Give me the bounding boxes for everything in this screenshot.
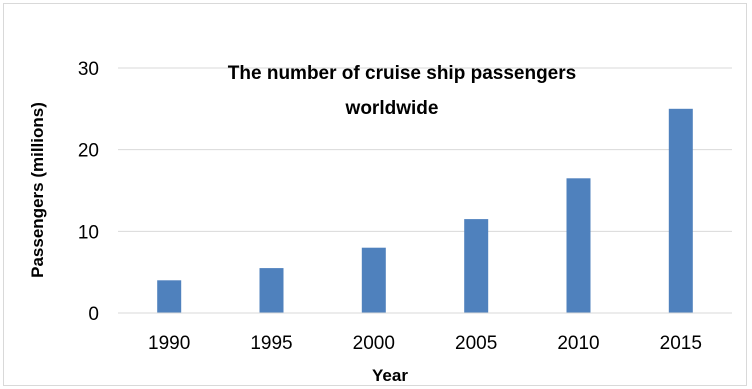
bar-2000 <box>361 247 386 313</box>
bar-1995 <box>259 268 284 313</box>
bar-1990 <box>157 280 182 313</box>
bars <box>157 108 693 314</box>
bar-2010 <box>566 178 591 314</box>
x-tick-labels: 1990 1995 2000 2005 2010 2015 <box>148 333 702 354</box>
x-tick-label: 1990 <box>148 333 190 354</box>
x-tick-label: 2010 <box>557 333 599 354</box>
chart-title-line-1: The number of cruise ship passengers <box>228 63 576 84</box>
x-tick-label: 2000 <box>353 333 395 354</box>
x-tick-label: 2015 <box>660 333 702 354</box>
chart-title-line-2: worldwide <box>345 98 439 119</box>
gridlines <box>118 67 732 232</box>
y-tick-label: 20 <box>78 141 99 162</box>
y-tick-label: 0 <box>88 304 99 325</box>
y-axis-title: Passengers (millions) <box>28 102 47 278</box>
x-tick-label: 1995 <box>250 333 292 354</box>
chart-frame <box>3 3 747 386</box>
x-axis-title: Year <box>372 366 408 385</box>
y-tick-label: 30 <box>78 59 99 80</box>
y-tick-labels: 0 10 20 30 <box>78 59 99 325</box>
bar-2005 <box>464 219 489 313</box>
x-tick-label: 2005 <box>455 333 497 354</box>
bar-2015 <box>668 108 693 313</box>
y-tick-label: 10 <box>78 222 99 243</box>
